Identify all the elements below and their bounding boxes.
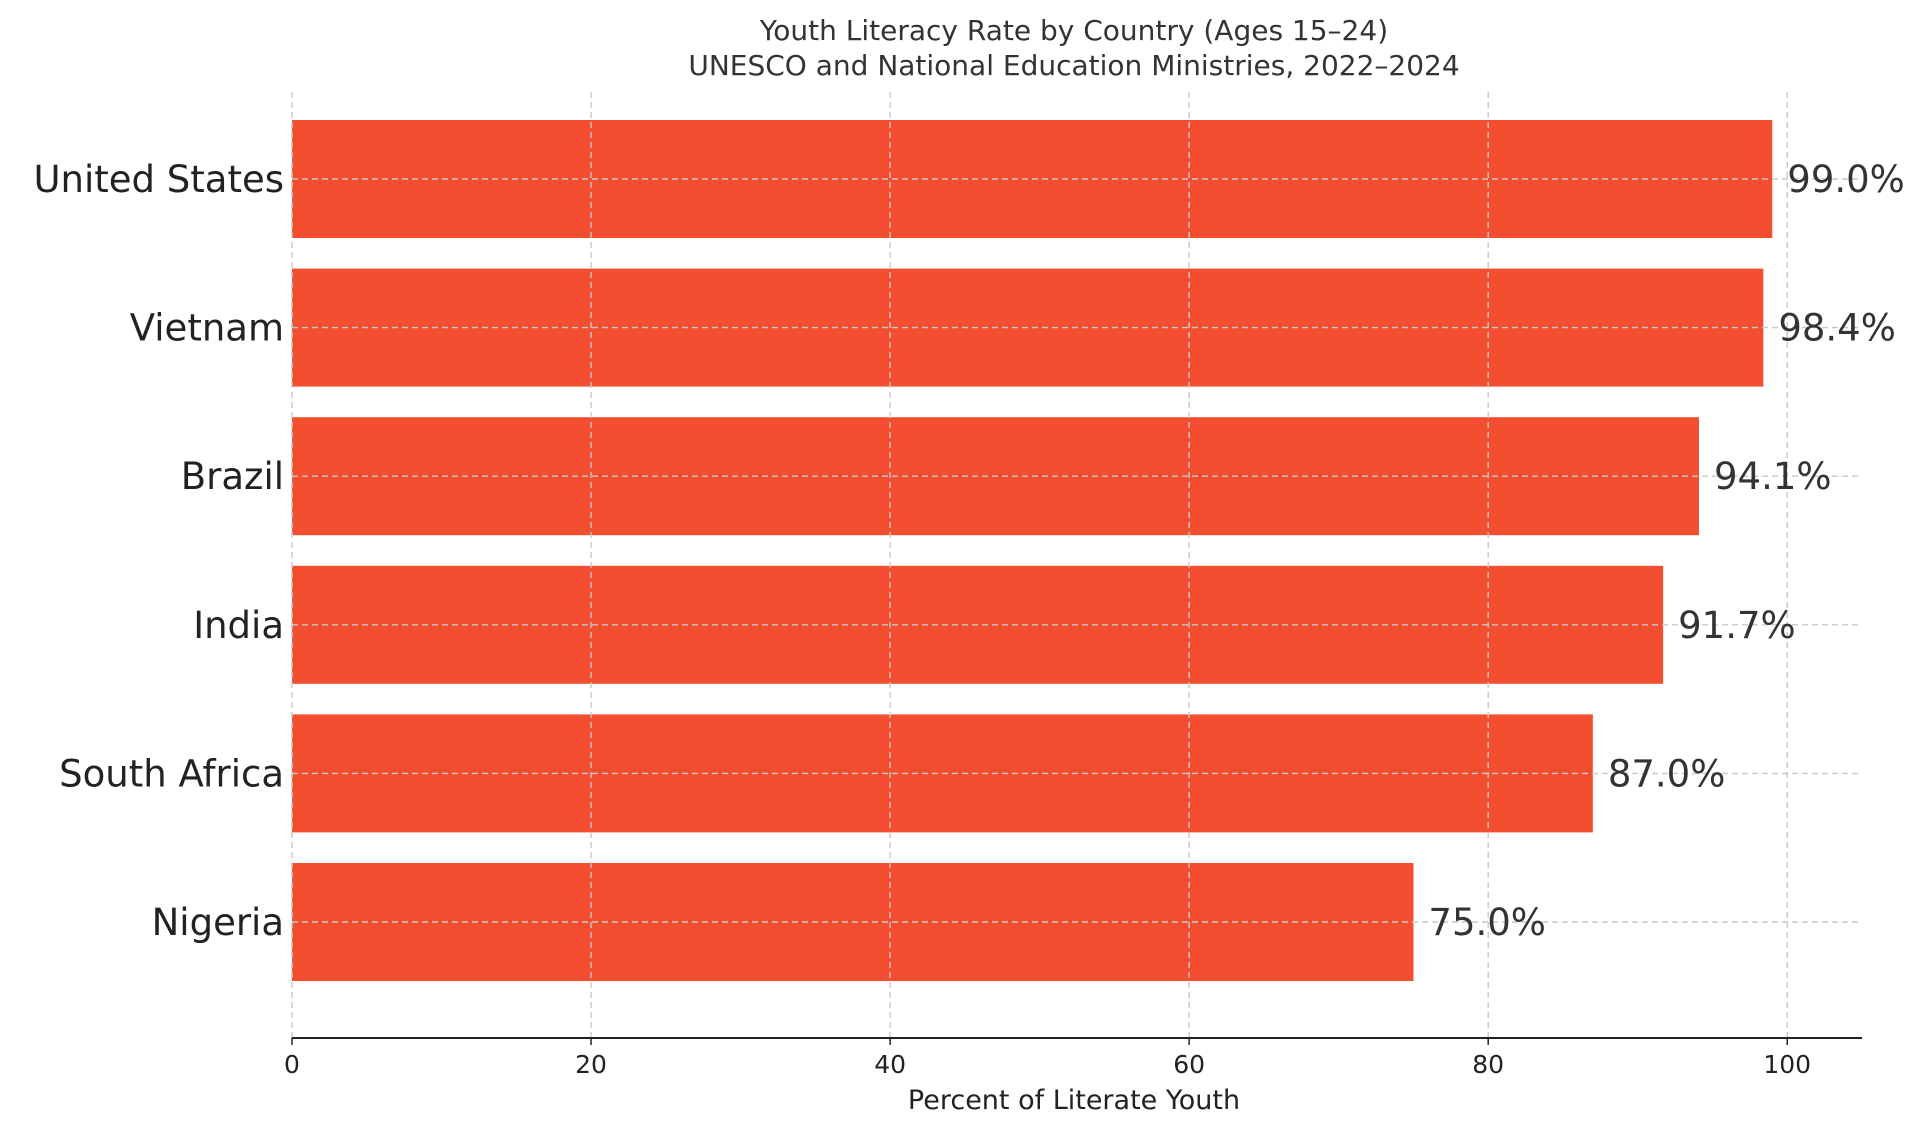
x-tick-label: 0 bbox=[284, 1050, 300, 1079]
y-tick-label: South Africa bbox=[59, 752, 284, 795]
data-label: 91.7% bbox=[1678, 604, 1796, 647]
x-tick-label: 100 bbox=[1763, 1050, 1811, 1079]
y-tick-label: Vietnam bbox=[130, 307, 284, 350]
data-label: 98.4% bbox=[1778, 307, 1896, 350]
x-axis-label: Percent of Literate Youth bbox=[908, 1085, 1240, 1116]
data-label: 99.0% bbox=[1787, 158, 1905, 201]
chart-title: Youth Literacy Rate by Country (Ages 15–… bbox=[759, 14, 1388, 47]
bar-layer bbox=[292, 120, 1773, 981]
x-tick-label: 20 bbox=[575, 1050, 607, 1079]
chart-subtitle: UNESCO and National Education Ministries… bbox=[688, 49, 1459, 82]
grid-layer bbox=[291, 92, 1862, 1038]
x-tick-label: 60 bbox=[1173, 1050, 1205, 1079]
axis-layer: 0 20 40 60 80 100 bbox=[284, 1037, 1862, 1079]
y-tick-label: India bbox=[193, 604, 284, 647]
x-tick-label: 80 bbox=[1472, 1050, 1504, 1079]
data-label: 94.1% bbox=[1714, 455, 1832, 498]
data-label: 75.0% bbox=[1428, 901, 1546, 944]
y-tick-label: United States bbox=[33, 158, 284, 201]
y-tick-label: Nigeria bbox=[152, 901, 284, 944]
data-label: 87.0% bbox=[1608, 752, 1726, 795]
x-tick-label: 40 bbox=[874, 1050, 906, 1079]
label-layer: United States 99.0% Vietnam 98.4% Brazil 94.1… bbox=[33, 158, 1904, 944]
y-tick-label: Brazil bbox=[181, 455, 284, 498]
